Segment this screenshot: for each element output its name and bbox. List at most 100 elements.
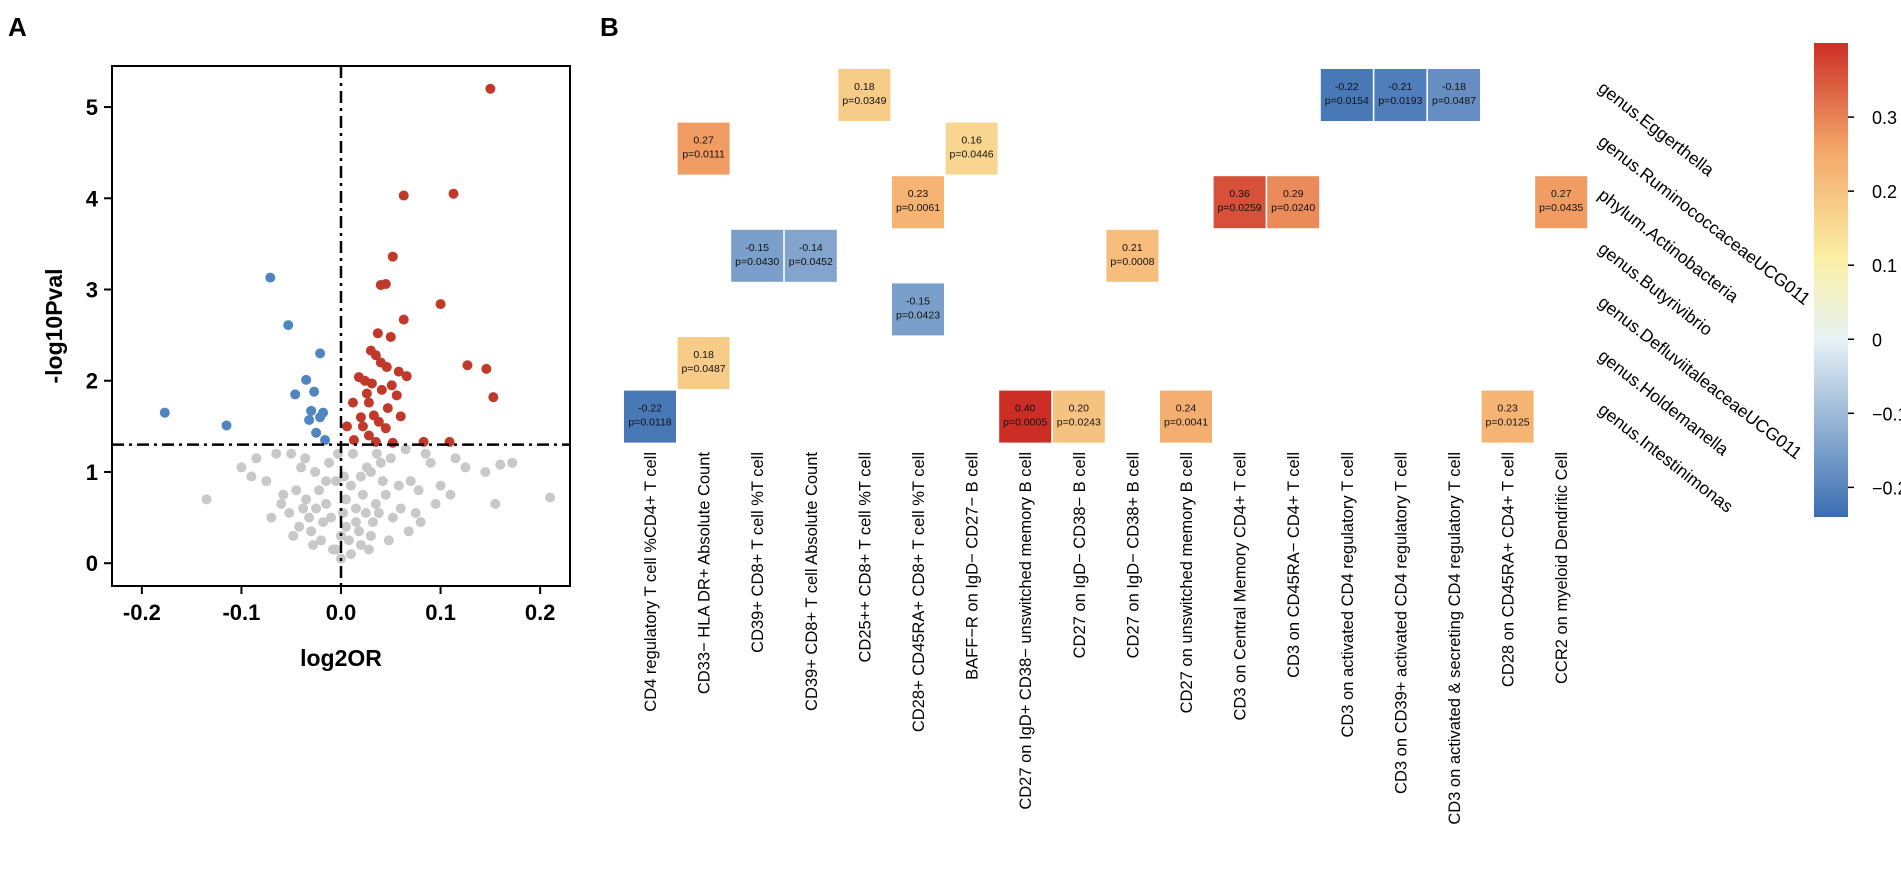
volcano-point [310, 466, 321, 477]
volcano-point [304, 414, 315, 425]
heatmap-column-label: CD39+ CD8+ T cell %T cell [749, 452, 767, 653]
heatmap-cell-value: 0.23 [1497, 403, 1518, 415]
heatmap-cell [999, 390, 1052, 443]
heatmap-column-label: CD25++ CD8+ T cell %T cell [856, 452, 874, 662]
volcano-point [201, 494, 212, 505]
volcano-point [301, 374, 312, 385]
panel-a-label: A [8, 12, 27, 42]
volcano-x-tick-label: 0.1 [425, 600, 456, 625]
volcano-point [315, 412, 326, 423]
volcano-y-axis: 0 1 2 3 4 5 [86, 95, 112, 576]
volcano-point [320, 435, 331, 446]
volcano-point [291, 485, 302, 496]
volcano-point [278, 489, 289, 500]
volcano-point [324, 457, 335, 468]
heatmap-cell-value: 0.27 [1551, 188, 1572, 200]
heatmap-column-labels: CD4 regulatory T cell %CD4+ T cell CD33− … [642, 452, 1571, 825]
volcano-point [296, 462, 307, 473]
volcano-point [266, 512, 277, 523]
volcano-point [355, 471, 366, 482]
heatmap-row-labels: genus.Eggerthellagenus.RuminococcaceaeUC… [1595, 77, 1815, 516]
heatmap-column-label: CD28+ CD45RA+ CD8+ T cell %T cell [910, 452, 928, 732]
volcano-point [393, 366, 404, 377]
volcano-plot: -0.2 -0.1 0.0 0.1 0.2 0 1 2 3 4 5 log2OR -log10Pv… [41, 65, 571, 671]
volcano-point [410, 508, 421, 519]
heatmap-cell [1374, 69, 1427, 121]
volcano-point [385, 453, 396, 464]
volcano-point [398, 314, 409, 325]
heatmap-cell-pvalue: p=0.0125 [1486, 417, 1530, 429]
heatmap-cell-value: 0.27 [693, 135, 714, 147]
colorbar-tick-label: 0 [1872, 330, 1882, 350]
volcano-point [337, 508, 348, 519]
heatmap-cell-value: -0.18 [1442, 81, 1466, 93]
volcano-point [276, 498, 287, 509]
volcano-point [448, 188, 459, 199]
volcano-point [391, 390, 402, 401]
volcano-point [251, 453, 262, 464]
heatmap-cell [1106, 229, 1159, 282]
heatmap-cell-value: -0.22 [638, 403, 662, 415]
volcano-point [383, 535, 394, 546]
heatmap-cell-pvalue: p=0.0193 [1378, 95, 1422, 107]
volcano-point [288, 530, 299, 541]
heatmap-cell [838, 69, 891, 121]
volcano-point [321, 498, 332, 509]
heatmap-cell [1535, 176, 1588, 229]
volcano-point [326, 512, 337, 523]
volcano-point [350, 517, 361, 528]
volcano-point [298, 503, 309, 514]
heatmap-cell-value: 0.24 [1176, 403, 1197, 415]
volcano-point [435, 299, 446, 310]
volcano-point [355, 412, 366, 423]
volcano-point [363, 544, 374, 555]
heatmap-cell-pvalue: p=0.0349 [842, 95, 886, 107]
heatmap-cell-value: -0.15 [906, 295, 930, 307]
heatmap-cells: 0.18 p=0.0349 -0.22 p=0.0154 -0.21 p=0.0193 -0… [624, 69, 1588, 443]
volcano-point [331, 476, 342, 487]
heatmap-cell-value: 0.23 [908, 188, 929, 200]
heatmap-column-label: CD27 on IgD− CD38+ B cell [1124, 452, 1142, 658]
volcano-point [360, 508, 371, 519]
volcano-point [284, 508, 295, 519]
volcano-point [345, 549, 356, 560]
heatmap-cell-value: -0.22 [1335, 81, 1359, 93]
volcano-point [316, 535, 327, 546]
heatmap-cell-value: 0.21 [1122, 242, 1143, 254]
volcano-point [347, 448, 358, 459]
heatmap-column-label: CD27 on unswitched memory B cell [1178, 452, 1196, 713]
volcano-point [361, 462, 372, 473]
volcano-point [381, 362, 392, 373]
heatmap-cell-pvalue: p=0.0487 [1432, 95, 1476, 107]
volcano-point [490, 498, 501, 509]
volcano-point [380, 279, 391, 290]
volcano-point [301, 494, 312, 505]
heatmap-column-label: CD3 on CD39+ activated CD4 regulatory T … [1392, 452, 1410, 794]
volcano-point [294, 521, 305, 532]
volcano-y-tick-label: 4 [86, 186, 99, 211]
heatmap-cell-value: -0.15 [745, 242, 769, 254]
heatmap-column-label: BAFF−R on IgD− CD27− B cell [964, 452, 982, 680]
volcano-point [290, 389, 301, 400]
volcano-point [367, 517, 378, 528]
volcano-point [405, 476, 416, 487]
volcano-point [350, 503, 361, 514]
volcano-point [445, 489, 456, 500]
volcano-x-label: log2OR [300, 645, 382, 671]
heatmap-cell [892, 283, 944, 336]
heatmap-cell-pvalue: p=0.0243 [1057, 417, 1101, 429]
heatmap-cell [1213, 176, 1266, 229]
volcano-points [159, 83, 556, 564]
volcano-point [387, 437, 398, 448]
volcano-point [315, 348, 326, 359]
colorbar-tick-label: 0.1 [1872, 256, 1897, 276]
volcano-point [306, 405, 317, 416]
volcano-point [398, 190, 409, 201]
heatmap-cell-pvalue: p=0.0259 [1218, 202, 1262, 214]
volcano-point [387, 512, 398, 523]
volcano-point [387, 251, 398, 262]
heatmap-cell [1428, 69, 1480, 121]
colorbar-tick-label: 0.3 [1872, 108, 1897, 128]
heatmap-cell-pvalue: p=0.0154 [1325, 95, 1369, 107]
